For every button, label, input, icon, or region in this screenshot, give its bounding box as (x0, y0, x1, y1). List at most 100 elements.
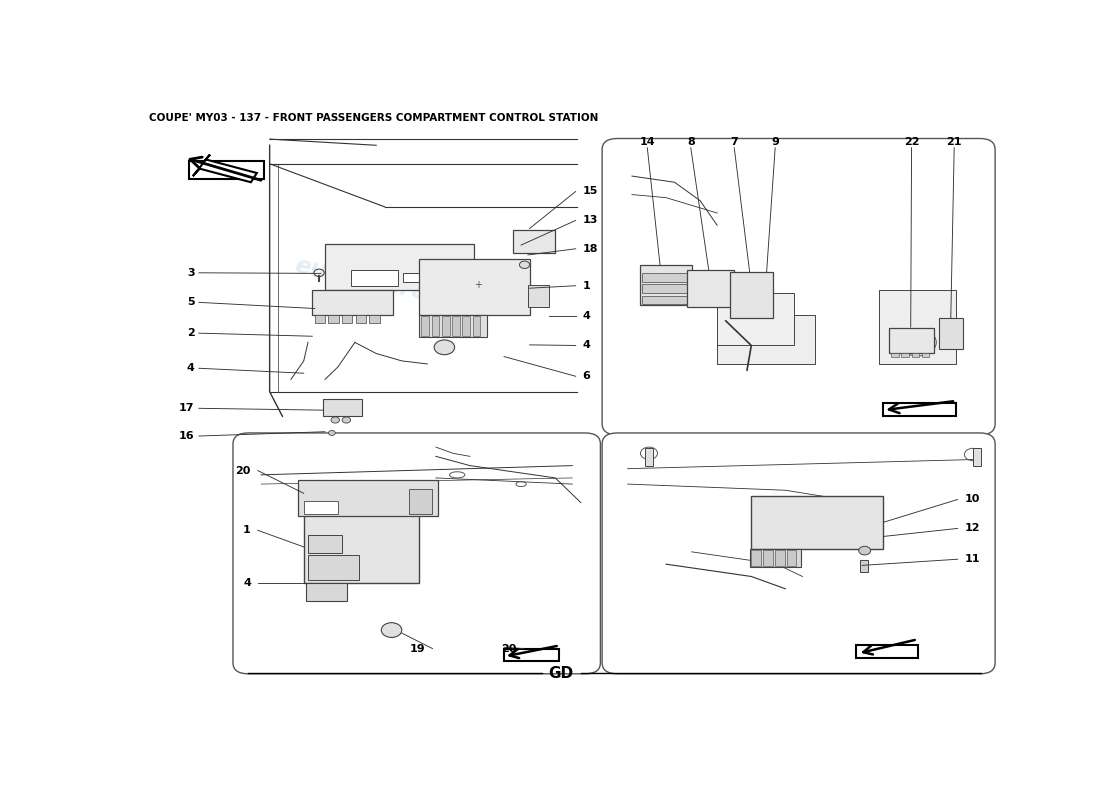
Bar (751, 550, 761, 566)
Bar (312, 290, 394, 314)
Text: 7: 7 (730, 137, 738, 146)
Bar (355, 314, 366, 322)
Text: 2: 2 (187, 328, 195, 338)
Text: 21: 21 (946, 137, 961, 146)
Bar (788, 550, 796, 566)
Text: 15: 15 (583, 186, 598, 197)
Text: 4: 4 (583, 341, 591, 350)
Bar (189, 162, 264, 178)
Bar (351, 270, 397, 286)
Bar (419, 314, 487, 338)
Text: 20: 20 (235, 466, 251, 475)
Bar (730, 271, 772, 318)
Bar (749, 549, 801, 567)
Bar (431, 316, 439, 336)
Text: 19: 19 (410, 643, 426, 654)
Text: 5: 5 (187, 298, 195, 307)
Bar (304, 502, 338, 514)
Bar (452, 316, 460, 336)
Text: 14: 14 (639, 137, 656, 146)
Circle shape (329, 430, 336, 435)
Bar (304, 515, 419, 582)
Bar (856, 645, 918, 658)
Text: 8: 8 (686, 137, 694, 146)
Bar (329, 314, 339, 322)
Bar (883, 402, 956, 416)
Circle shape (331, 417, 340, 423)
Text: +: + (474, 280, 483, 290)
Bar (776, 550, 784, 566)
Text: eurospares: eurospares (293, 254, 443, 308)
Bar (891, 353, 899, 357)
Bar (717, 314, 815, 364)
Bar (751, 496, 883, 549)
FancyBboxPatch shape (233, 433, 601, 674)
Bar (528, 285, 549, 306)
Circle shape (434, 340, 454, 354)
Bar (513, 230, 556, 253)
Bar (442, 316, 450, 336)
Circle shape (342, 417, 351, 423)
Text: 4: 4 (583, 311, 591, 321)
Bar (642, 285, 690, 293)
Text: 9: 9 (771, 137, 779, 146)
Bar (308, 534, 342, 553)
FancyBboxPatch shape (602, 433, 996, 674)
Bar (879, 290, 956, 364)
Text: 4: 4 (187, 363, 195, 374)
Circle shape (859, 546, 871, 555)
Bar (298, 480, 439, 516)
Text: eurospares: eurospares (715, 266, 848, 314)
Text: eurospares: eurospares (352, 545, 477, 590)
Bar (421, 316, 429, 336)
Bar (890, 328, 934, 353)
Bar (306, 582, 348, 601)
Circle shape (382, 622, 402, 638)
Bar (938, 318, 962, 349)
Bar (315, 314, 326, 322)
Bar (642, 274, 690, 282)
Text: 4: 4 (243, 578, 251, 588)
Bar (640, 266, 692, 306)
Text: 11: 11 (965, 554, 980, 564)
Text: 22: 22 (904, 137, 920, 146)
Bar (688, 270, 735, 306)
Bar (462, 316, 470, 336)
Bar (645, 448, 653, 466)
Text: GD: GD (549, 666, 574, 681)
Text: 16: 16 (179, 431, 195, 441)
Bar (404, 273, 433, 282)
Text: 1: 1 (583, 281, 591, 290)
Text: 13: 13 (583, 215, 598, 226)
Text: 18: 18 (583, 244, 598, 254)
Circle shape (519, 261, 530, 269)
Bar (370, 314, 379, 322)
Text: 10: 10 (965, 494, 980, 505)
Bar (912, 353, 920, 357)
Text: eurospares: eurospares (736, 545, 860, 590)
Bar (419, 259, 530, 314)
Bar (342, 314, 352, 322)
Text: 17: 17 (179, 403, 195, 414)
Bar (504, 649, 560, 662)
Bar (308, 555, 359, 579)
Text: 3: 3 (187, 268, 195, 278)
Bar (922, 353, 930, 357)
Bar (326, 244, 474, 290)
Polygon shape (192, 154, 257, 182)
Bar (717, 293, 794, 346)
Bar (323, 399, 362, 416)
FancyBboxPatch shape (602, 138, 996, 435)
Text: COUPE' MY03 - 137 - FRONT PASSENGERS COMPARTMENT CONTROL STATION: COUPE' MY03 - 137 - FRONT PASSENGERS COM… (148, 114, 598, 123)
Bar (972, 448, 981, 466)
Bar (408, 489, 432, 514)
Text: 20: 20 (502, 643, 517, 654)
Text: 6: 6 (583, 371, 591, 382)
Bar (642, 295, 690, 304)
Bar (859, 560, 868, 572)
Text: 12: 12 (965, 523, 980, 534)
Bar (901, 353, 909, 357)
Text: 1: 1 (243, 526, 251, 535)
Bar (473, 316, 481, 336)
Bar (763, 550, 772, 566)
